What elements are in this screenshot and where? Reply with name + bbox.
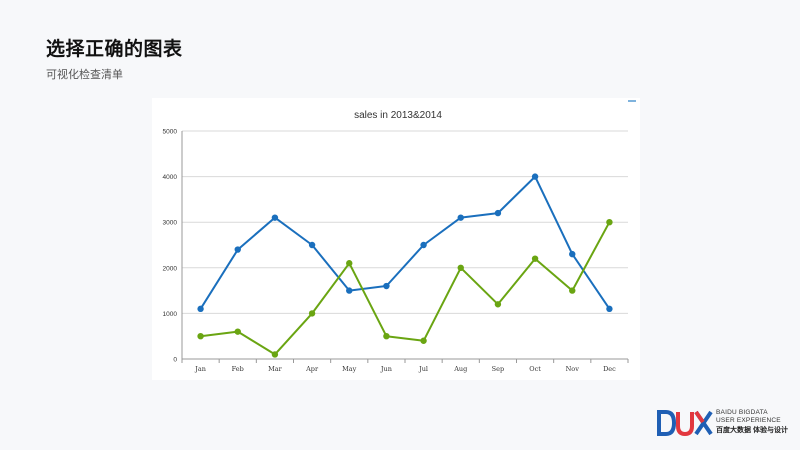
data-point <box>457 264 464 271</box>
y-tick-label: 3000 <box>163 220 178 227</box>
x-tick-label: May <box>342 365 357 373</box>
y-tick-label: 0 <box>173 357 177 364</box>
data-point <box>271 214 279 221</box>
x-tick-label: Apr <box>305 365 319 373</box>
data-point <box>234 328 241 335</box>
data-point <box>308 241 316 249</box>
x-tick-label: Jul <box>418 365 428 373</box>
x-tick-label: Feb <box>232 365 244 373</box>
x-tick-label: Jun <box>380 365 392 373</box>
series-line-2 <box>200 221 611 356</box>
data-point <box>308 310 316 317</box>
chart-panel: sales in 2013&2014 0 1000 2000 3000 4000 5000… <box>152 98 640 380</box>
x-tick-label: Sep <box>492 365 504 373</box>
x-tick-label: Aug <box>453 365 467 373</box>
data-point <box>606 219 613 226</box>
data-point <box>346 287 353 294</box>
line-chart: sales in 2013&2014 0 1000 2000 3000 4000 5000… <box>163 110 629 373</box>
y-tick-label: 1000 <box>163 311 178 318</box>
data-point <box>383 333 390 340</box>
data-point <box>346 260 353 267</box>
y-tick-label: 2000 <box>163 265 178 272</box>
data-point <box>457 214 464 221</box>
logo-text-line3: 百度大数据 体验与设计 <box>716 427 788 434</box>
data-point <box>383 282 390 290</box>
data-point <box>494 209 502 217</box>
data-point <box>569 250 576 258</box>
slide-title: 选择正确的图表 <box>46 38 183 60</box>
logo-text-line1: BAIDU BIGDATA <box>716 409 768 416</box>
x-tick-label: Oct <box>529 365 541 373</box>
x-tick-label: Nov <box>566 365 580 373</box>
data-point <box>606 305 613 313</box>
data-point <box>234 246 241 253</box>
data-point <box>420 241 427 249</box>
slide-subtitle: 可视化检查清单 <box>46 68 123 81</box>
data-point <box>531 255 539 262</box>
x-tick-label: Jan <box>194 365 206 373</box>
data-point <box>420 337 427 344</box>
data-point <box>569 287 576 294</box>
dux-logo-icon <box>657 410 713 437</box>
series-line-1 <box>199 175 611 310</box>
data-point <box>531 173 539 180</box>
y-tick-label: 4000 <box>163 174 178 181</box>
data-point <box>197 305 204 313</box>
x-tick-label: Mar <box>268 365 283 373</box>
chart-title: sales in 2013&2014 <box>354 110 442 121</box>
data-point <box>271 351 279 358</box>
y-tick-label: 5000 <box>163 129 178 136</box>
baidu-dux-logo: BAIDU BIGDATA USER EXPERIENCE 百度大数据 体验与设… <box>656 406 796 440</box>
logo-text-line2: USER EXPERIENCE <box>716 417 781 424</box>
x-tick-label: Dec <box>603 365 616 373</box>
data-point <box>197 333 204 340</box>
chart-corner-mark <box>628 100 636 102</box>
data-point <box>494 301 502 308</box>
